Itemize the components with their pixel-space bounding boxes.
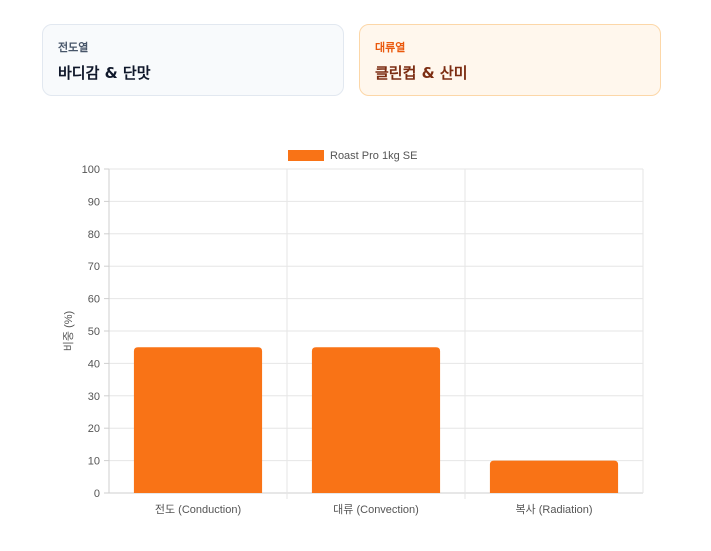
y-tick-label: 30 (88, 391, 100, 403)
convection-card: 대류열 클린컵 & 산미 (359, 24, 661, 96)
bar-1[interactable] (311, 347, 441, 493)
y-tick-label: 0 (94, 488, 100, 500)
conduction-card-value: 바디감 & 단맛 (58, 64, 151, 82)
convection-card-label: 대류열 (375, 41, 406, 54)
y-tick-label: 60 (88, 294, 100, 306)
y-tick-label: 40 (88, 358, 100, 370)
bar-0[interactable] (133, 347, 263, 493)
y-tick-label: 80 (88, 229, 100, 241)
convection-card-value: 클린컵 & 산미 (375, 64, 468, 82)
y-tick-label: 50 (88, 326, 100, 338)
legend-label[interactable]: Roast Pro 1kg SE (330, 150, 417, 162)
y-tick-label: 90 (88, 196, 100, 208)
conduction-card-label: 전도열 (58, 41, 89, 54)
x-tick-label: 대류 (Convection) (333, 503, 419, 516)
y-tick-label: 20 (88, 423, 100, 435)
y-tick-label: 100 (82, 164, 100, 176)
y-axis-title: 비중 (%) (62, 311, 75, 351)
x-tick-label: 전도 (Conduction) (155, 503, 241, 516)
bar-2[interactable] (489, 460, 619, 493)
chart-legend[interactable]: Roast Pro 1kg SE (288, 150, 417, 162)
conduction-card: 전도열 바디감 & 단맛 (42, 24, 344, 96)
y-tick-label: 10 (88, 456, 100, 468)
x-tick-label: 복사 (Radiation) (515, 503, 592, 516)
legend-swatch[interactable] (288, 150, 324, 161)
y-tick-label: 70 (88, 261, 100, 273)
